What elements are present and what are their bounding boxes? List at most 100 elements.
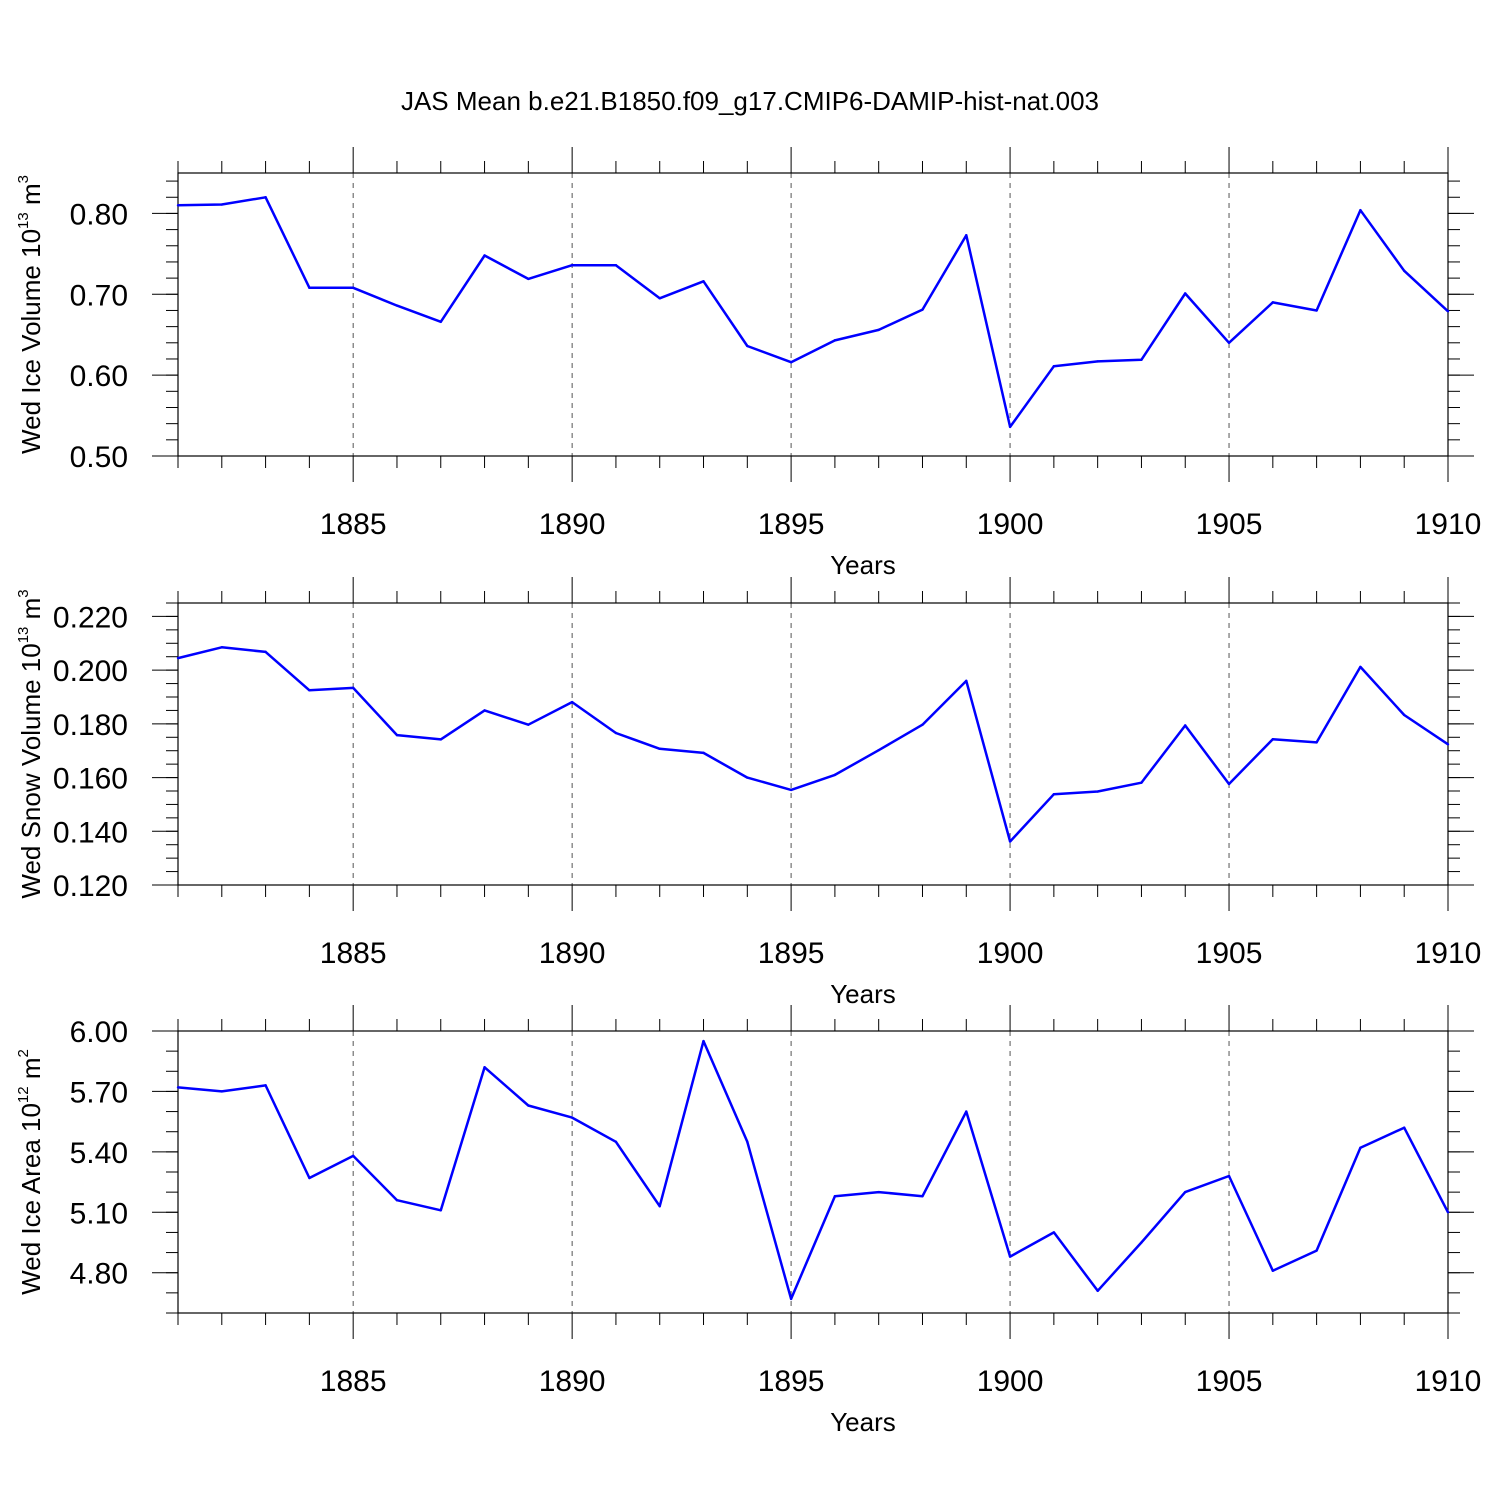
data-point [789, 1297, 793, 1301]
data-point [1184, 292, 1187, 295]
data-point [176, 204, 180, 207]
x-axis-title: Years [830, 1407, 896, 1437]
figure-title: JAS Mean b.e21.B1850.f09_g17.CMIP6-DAMIP… [401, 86, 1099, 116]
x-tick-label: 1905 [1196, 1365, 1263, 1398]
y-axis-title-text: Wed Ice Area 10 [16, 1103, 46, 1295]
x-tick-label: 1895 [758, 1365, 825, 1398]
data-point [746, 776, 749, 779]
y-tick-label: 0.160 [53, 763, 128, 796]
series-line [177, 196, 1449, 429]
x-tick-label: 1890 [539, 937, 606, 970]
data-point [308, 286, 311, 290]
data-point [264, 1084, 267, 1087]
panel-2: 0.120 0.140 0.160 0.180 0.200 0.220 1885 1890 18… [15, 577, 1481, 1009]
data-point [1052, 793, 1056, 796]
data-point [921, 1194, 924, 1198]
data-point [527, 1104, 530, 1107]
data-point [351, 286, 355, 290]
data-point [1140, 1241, 1143, 1244]
data-point [1446, 1211, 1450, 1214]
y-tick-label: 5.70 [70, 1076, 128, 1109]
data-point [570, 700, 574, 704]
data-point [877, 328, 880, 332]
panel-3: 4.80 5.10 5.40 5.70 6.00 1885 1890 1895 1900 1905… [15, 1005, 1481, 1437]
x-tick-label: 1885 [320, 1365, 387, 1398]
plot-frame [177, 602, 1449, 886]
data-point [1403, 1126, 1406, 1129]
plot-frame [177, 172, 1449, 457]
y-axis-title: Wed Snow Volume 1013 m3 [15, 589, 46, 898]
data-point [570, 263, 574, 267]
data-point [833, 339, 837, 342]
data-point [1446, 310, 1450, 313]
data-point [965, 679, 968, 683]
y-axis-title: Wed Ice Volume 1013 m3 [15, 175, 46, 454]
y-axis-title-text: Wed Ice Volume 10 [16, 229, 46, 454]
data-point [1052, 1231, 1056, 1234]
data-point [1227, 1174, 1231, 1178]
y-axis-title-text: m [16, 183, 46, 212]
data-point [658, 297, 661, 300]
data-point [1008, 425, 1012, 429]
data-point [264, 196, 267, 199]
x-tick-label: 1885 [320, 508, 387, 541]
data-point [264, 650, 267, 654]
y-axis-title-superscript: 2 [15, 1049, 32, 1057]
data-point [1140, 781, 1143, 784]
data-point [308, 689, 311, 692]
data-point [220, 203, 223, 206]
data-point [614, 263, 618, 267]
x-axis-title: Years [830, 979, 896, 1009]
x-tick-label: 1900 [977, 937, 1044, 970]
data-point [877, 748, 880, 752]
data-point [439, 1209, 442, 1212]
data-point [1052, 365, 1056, 368]
y-axis-title-superscript: 13 [15, 212, 32, 229]
x-tick-label: 1900 [977, 1365, 1044, 1398]
y-tick-label: 0.60 [70, 360, 128, 393]
y-tick-label: 4.80 [70, 1258, 128, 1291]
data-point [702, 1039, 705, 1043]
panel-1: 0.50 0.60 0.70 0.80 1885 1890 1895 1900 1905 1910… [15, 147, 1481, 580]
data-point [1403, 713, 1406, 717]
data-point [1446, 743, 1450, 746]
data-point [1359, 1146, 1362, 1150]
y-tick-label: 5.10 [70, 1197, 128, 1230]
y-tick-label: 0.140 [53, 816, 128, 849]
data-point [746, 344, 749, 348]
series-line [177, 1039, 1450, 1301]
y-axis-title-superscript: 13 [15, 627, 32, 644]
data-point [1271, 1269, 1275, 1272]
data-point [833, 773, 837, 777]
data-point [220, 646, 223, 649]
data-point [1096, 360, 1099, 363]
x-tick-label: 1910 [1415, 937, 1482, 970]
x-axis-title: Years [830, 550, 896, 580]
data-point [965, 1110, 968, 1113]
y-axis-title-superscript: 3 [15, 589, 32, 597]
data-point [1227, 341, 1231, 344]
y-tick-label: 0.70 [70, 279, 128, 312]
x-tick-label: 1895 [758, 937, 825, 970]
data-point [439, 738, 442, 741]
y-tick-label: 0.80 [70, 198, 128, 231]
y-axis-title-text: m [16, 598, 46, 627]
data-point [176, 656, 180, 660]
y-axis-title-superscript: 3 [15, 175, 32, 183]
data-point [1271, 301, 1275, 304]
data-point [921, 723, 924, 726]
data-point [1315, 741, 1318, 744]
data-point [527, 277, 530, 281]
data-point [965, 234, 968, 237]
data-point [658, 747, 661, 751]
data-point [1403, 269, 1406, 273]
x-tick-label: 1910 [1415, 1365, 1482, 1398]
data-point [483, 254, 486, 257]
data-point [614, 731, 618, 735]
data-point [395, 304, 399, 307]
data-point [483, 1066, 486, 1069]
data-point [439, 320, 442, 323]
data-point [308, 1176, 311, 1180]
data-point [1008, 840, 1012, 843]
